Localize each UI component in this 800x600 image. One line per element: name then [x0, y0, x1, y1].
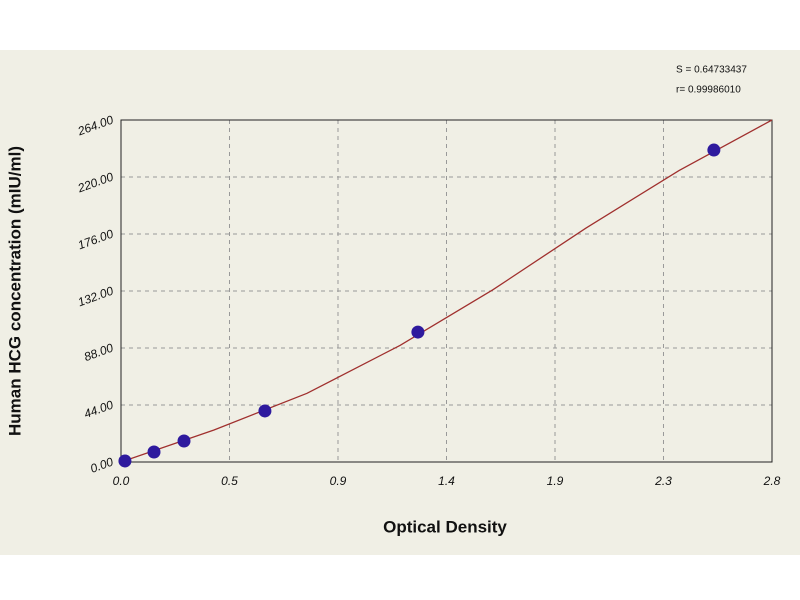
data-point: [411, 325, 425, 339]
y-axis-title: Human HCG concentration (mIU/ml): [5, 146, 24, 436]
x-axis-title: Optical Density: [383, 517, 507, 536]
annotation: S = 0.64733437: [676, 65, 747, 76]
data-point: [147, 445, 161, 459]
data-point: [258, 404, 272, 418]
plot-border: [120, 119, 773, 463]
data-point: [177, 434, 191, 448]
annotation: r= 0.99986010: [676, 85, 741, 96]
x-tick-label: 1.4: [438, 474, 455, 488]
data-point: [118, 454, 132, 468]
x-tick-label: 0.5: [221, 474, 238, 488]
x-tick-label: 0.9: [330, 474, 347, 488]
x-tick-label: 1.9: [547, 474, 564, 488]
x-tick-label: 2.3: [654, 474, 672, 488]
fit-curve: [120, 119, 773, 463]
x-tick-label: 2.8: [763, 474, 781, 488]
x-tick-label: 0.0: [113, 474, 130, 488]
data-point: [707, 143, 721, 157]
